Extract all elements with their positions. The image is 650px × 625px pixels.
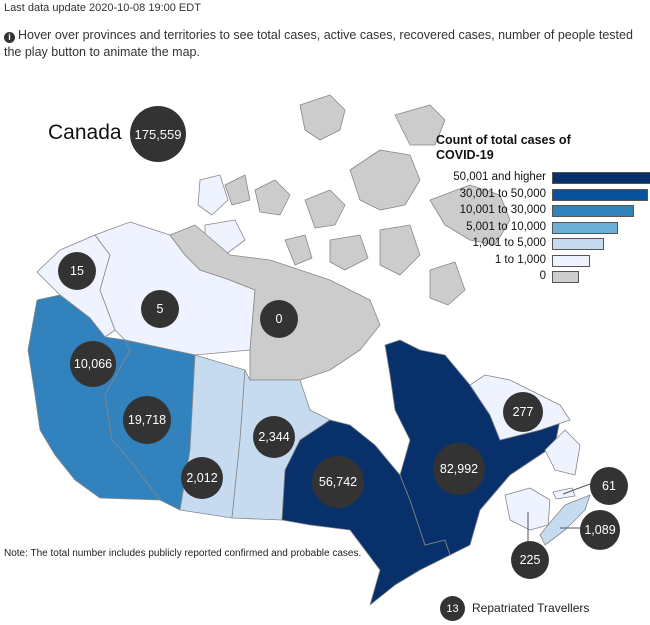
canada-total-bubble[interactable]: 175,559 — [130, 106, 186, 162]
legend-item-label: 5,001 to 10,000 — [466, 220, 546, 233]
legend-item-swatch — [552, 205, 634, 217]
legend-item-label: 1 to 1,000 — [494, 253, 546, 266]
legend-item-swatch — [552, 271, 579, 283]
legend-item-label: 10,001 to 30,000 — [459, 204, 546, 216]
legend: Count of total cases of COVID-19 50,001 … — [436, 133, 650, 283]
bubble-yukon[interactable]: 15 — [58, 252, 96, 290]
bubble-prince-edward-island[interactable]: 61 — [590, 467, 628, 505]
legend-item-label: 30,001 to 50,000 — [459, 187, 546, 200]
legend-title: Count of total cases of COVID-19 — [436, 133, 571, 162]
legend-item-swatch — [552, 221, 618, 234]
instructions-label: Hover over provinces and territories to … — [4, 28, 633, 59]
bubble-newfoundland-labrador[interactable]: 277 — [503, 392, 543, 432]
legend-item-label: 1,001 to 5,000 — [472, 237, 546, 249]
last-update-text: Last data update 2020-10-08 19:00 EDT — [4, 2, 201, 14]
legend-item-swatch — [552, 188, 648, 201]
legend-item-swatch — [552, 254, 590, 267]
bubble-northwest-territories[interactable]: 5 — [141, 290, 179, 328]
legend-item-label: 0 — [539, 270, 546, 282]
instructions-text: i Hover over provinces and territories to… — [4, 27, 648, 61]
bubble-nova-scotia[interactable]: 1,089 — [580, 510, 620, 550]
repatriated-travellers-label: Repatriated Travellers — [472, 601, 590, 615]
bubble-quebec[interactable]: 82,992 — [433, 443, 485, 495]
bubble-new-brunswick[interactable]: 225 — [511, 541, 549, 579]
bubble-nunavut[interactable]: 0 — [260, 300, 298, 338]
note-text: Note: The total number includes publicly… — [4, 548, 362, 559]
bubble-ontario[interactable]: 56,742 — [312, 456, 364, 508]
legend-item-swatch — [552, 238, 604, 250]
region-nova-scotia[interactable] — [539, 494, 591, 546]
country-label: Canada — [48, 121, 122, 144]
bubble-repatriated-travellers[interactable]: 13 — [440, 596, 465, 621]
legend-item-label: 50,001 and higher — [453, 171, 546, 183]
bubble-alberta[interactable]: 19,718 — [123, 396, 171, 444]
bubble-manitoba[interactable]: 2,344 — [253, 416, 295, 458]
leader-line-pei — [562, 483, 591, 495]
bubble-british-columbia[interactable]: 10,066 — [70, 341, 116, 387]
legend-item-swatch — [552, 172, 650, 184]
arctic-islands — [224, 94, 511, 306]
info-icon: i — [4, 32, 15, 43]
bubble-saskatchewan[interactable]: 2,012 — [181, 457, 223, 499]
